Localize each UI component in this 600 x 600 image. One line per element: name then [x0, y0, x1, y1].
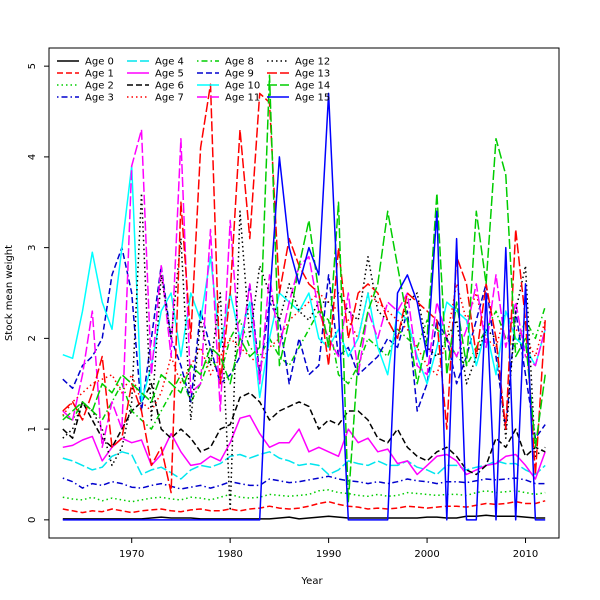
series-line-age-3 [62, 475, 546, 490]
y-tick-label: 1 [27, 426, 38, 432]
series-line-age-10 [62, 165, 546, 403]
legend-label-age-14: Age 14 [295, 81, 330, 92]
series-line-age-8 [62, 306, 546, 430]
legend-label-age-5: Age 5 [155, 69, 184, 80]
x-tick-label: 1990 [316, 549, 341, 560]
legend-label-age-2: Age 2 [85, 81, 114, 92]
series-line-age-5 [62, 414, 546, 480]
y-axis: 0 1 2 3 4 5 [27, 63, 49, 523]
legend-label-age-10: Age 10 [225, 81, 260, 92]
legend-label-age-8: Age 8 [225, 57, 254, 68]
series-line-age-1 [62, 500, 546, 514]
y-tick-label: 2 [27, 335, 38, 341]
x-tick-label: 1980 [217, 549, 242, 560]
y-tick-label: 0 [27, 517, 38, 523]
x-tick-label: 1970 [119, 549, 144, 560]
series-layer [62, 74, 546, 521]
y-axis-title: Stock mean weight [4, 245, 15, 341]
legend-label-age-13: Age 13 [295, 69, 330, 80]
series-line-age-2 [62, 489, 546, 503]
y-tick-label: 5 [27, 63, 38, 69]
series-line-age-0 [62, 514, 546, 520]
legend-label-age-1: Age 1 [85, 69, 114, 80]
legend-label-age-7: Age 7 [155, 93, 184, 104]
y-tick-label: 4 [27, 154, 38, 160]
series-line-age-15 [62, 92, 546, 521]
x-tick-label: 2010 [513, 549, 538, 560]
x-axis-title: Year [300, 576, 323, 587]
series-line-age-14 [62, 74, 546, 503]
series-line-age-13 [62, 83, 546, 494]
series-line-age-4 [62, 451, 546, 480]
x-tick-label: 2000 [414, 549, 439, 560]
legend-label-age-4: Age 4 [155, 57, 184, 68]
series-line-age-9 [62, 246, 546, 439]
series-line-age-11 [62, 128, 546, 449]
x-axis: 1970 1980 1990 2000 2010 [119, 538, 538, 560]
legend-label-age-6: Age 6 [155, 81, 184, 92]
legend-label-age-15: Age 15 [295, 93, 330, 104]
series-line-age-12 [62, 192, 546, 512]
legend-label-age-9: Age 9 [225, 69, 254, 80]
legend-label-age-11: Age 11 [225, 93, 260, 104]
plot-frame [48, 47, 560, 539]
legend-label-age-12: Age 12 [295, 57, 330, 68]
legend-label-age-0: Age 0 [85, 57, 114, 68]
y-tick-label: 3 [27, 244, 38, 250]
legend-label-age-3: Age 3 [85, 93, 114, 104]
